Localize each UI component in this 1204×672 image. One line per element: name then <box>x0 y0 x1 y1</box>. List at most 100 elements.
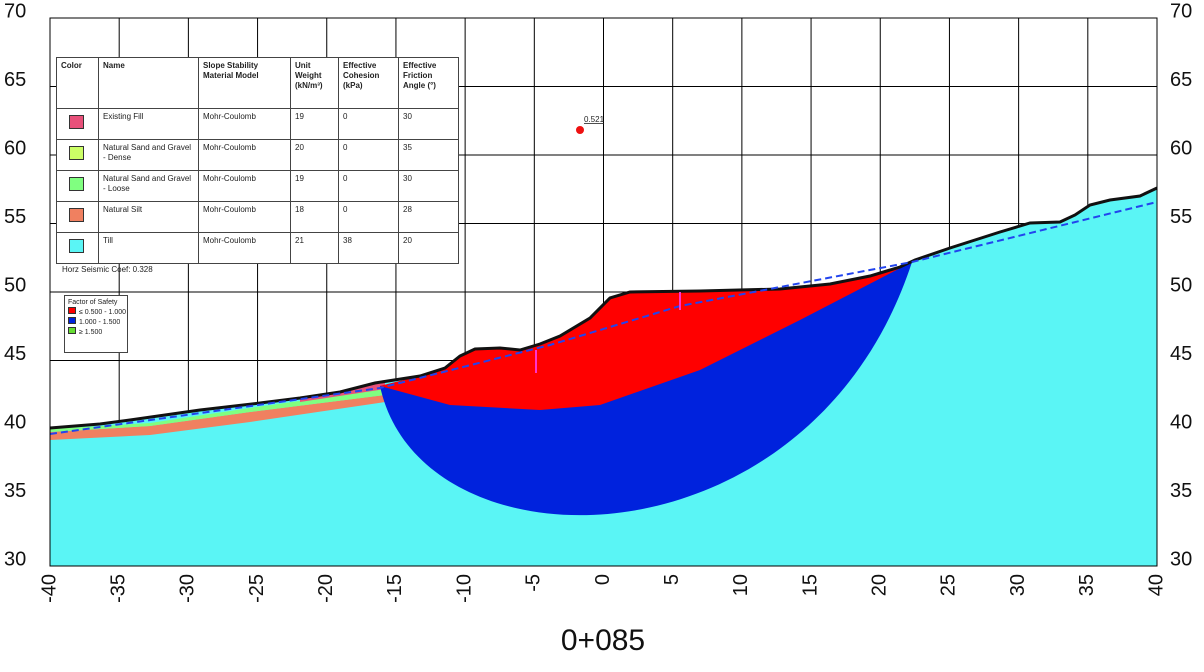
material-model: Mohr-Coulomb <box>198 201 291 233</box>
material-friction: 20 <box>398 232 459 264</box>
loose-gravel-layer <box>50 389 385 432</box>
water-table <box>49 201 1158 435</box>
material-cohesion: 0 <box>338 108 399 140</box>
silt-layer <box>50 395 385 440</box>
material-row: Existing Fill Mohr-Coulomb 19 0 30 <box>56 108 459 140</box>
x-tick-label: -25 <box>246 574 268 603</box>
color-swatch <box>69 239 84 253</box>
color-cell <box>56 108 99 140</box>
table-body: Existing Fill Mohr-Coulomb 19 0 30 Natural Sa… <box>56 108 459 264</box>
material-name: Existing Fill <box>98 108 199 140</box>
material-table: Color Name Slope Stability Material Model U… <box>56 57 459 264</box>
y-tick-label-right: 60 <box>1170 137 1192 159</box>
x-tick-label: -40 <box>38 574 60 603</box>
material-model: Mohr-Coulomb <box>198 139 291 171</box>
y-tick-label-right: 50 <box>1170 274 1192 296</box>
material-row: Natural Sand and Gravel - Dense Mohr-Coul… <box>56 139 459 171</box>
material-cohesion: 0 <box>338 201 399 233</box>
x-tick-label: 30 <box>1007 574 1029 596</box>
fos-legend-label: ≥ 1.500 <box>79 329 103 336</box>
fos-legend: Factor of Safety ≤ 0.500 - 1.000 1.000 - … <box>64 295 128 353</box>
fos-legend-title: Factor of Safety <box>68 299 118 306</box>
x-tick-label: 10 <box>730 574 752 596</box>
fos-swatch <box>68 317 76 324</box>
y-tick-label: 60 <box>4 137 26 159</box>
color-cell <box>56 201 99 233</box>
y-tick-label: 65 <box>4 69 26 91</box>
material-friction: 30 <box>398 170 459 202</box>
color-cell <box>56 139 99 171</box>
y-tick-label: 30 <box>4 548 26 570</box>
tick-labels: -40 -35 -30 -25 -20 -15 -10 -5 0 5 10 15 20 25 30 35 403… <box>4 0 1192 603</box>
material-row: Natural Sand and Gravel - Loose Mohr-Coul… <box>56 170 459 202</box>
y-tick-label: 35 <box>4 480 26 502</box>
material-friction: 35 <box>398 139 459 171</box>
table-header: Color Name Slope Stability Material Model U… <box>56 57 459 109</box>
y-tick-label-right: 55 <box>1170 206 1192 228</box>
section-label: 0+085 <box>561 624 645 657</box>
material-unit-weight: 20 <box>290 139 339 171</box>
y-tick-label: 45 <box>4 343 26 365</box>
material-unit-weight: 19 <box>290 170 339 202</box>
color-swatch <box>69 146 84 160</box>
slip-center <box>576 126 584 134</box>
material-unit-weight: 19 <box>290 108 339 140</box>
material-row: Till Mohr-Coulomb 21 38 20 <box>56 232 459 264</box>
y-tick-label: 55 <box>4 206 26 228</box>
x-tick-label: 5 <box>661 574 683 585</box>
column-header: Unit Weight (kN/m³) <box>290 57 339 109</box>
material-name: Natural Sand and Gravel - Dense <box>98 139 199 171</box>
column-header: Effective Cohesion (kPa) <box>338 57 399 109</box>
material-model: Mohr-Coulomb <box>198 232 291 264</box>
fos-legend-label: 1.000 - 1.500 <box>79 319 121 326</box>
column-header: Effective Friction Angle (°) <box>398 57 459 109</box>
fos-legend-label: ≤ 0.500 - 1.000 <box>79 309 127 316</box>
material-friction: 30 <box>398 108 459 140</box>
color-swatch <box>69 115 84 129</box>
y-tick-label: 40 <box>4 411 26 433</box>
x-tick-label: -5 <box>523 574 545 592</box>
x-tick-label: 25 <box>938 574 960 596</box>
material-model: Mohr-Coulomb <box>198 108 291 140</box>
column-header: Slope Stability Material Model <box>198 57 291 109</box>
x-tick-label: 20 <box>869 574 891 596</box>
color-swatch <box>69 208 84 222</box>
material-cohesion: 0 <box>338 139 399 171</box>
material-row: Natural Silt Mohr-Coulomb 18 0 28 <box>56 201 459 233</box>
material-name: Natural Silt <box>98 201 199 233</box>
x-tick-label: -20 <box>315 574 337 603</box>
seismic-coefficient: Horz Seismic Coef: 0.328 <box>62 265 153 274</box>
slip-zone-red <box>380 262 912 410</box>
y-tick-label-right: 70 <box>1170 0 1192 22</box>
material-unit-weight: 18 <box>290 201 339 233</box>
y-tick-label: 50 <box>4 274 26 296</box>
x-tick-label: -35 <box>107 574 129 603</box>
color-swatch <box>69 177 84 191</box>
critical-fos-label: 0.521 <box>584 115 605 124</box>
fos-legend-item: ≥ 1.500 <box>68 327 124 337</box>
color-cell <box>56 232 99 264</box>
x-tick-label: -10 <box>453 574 475 603</box>
column-header: Color <box>56 57 99 109</box>
material-cohesion: 38 <box>338 232 399 264</box>
x-tick-label: 35 <box>1076 574 1098 596</box>
fos-legend-item: ≤ 0.500 - 1.000 <box>68 307 127 317</box>
color-cell <box>56 170 99 202</box>
material-unit-weight: 21 <box>290 232 339 264</box>
y-tick-label-right: 45 <box>1170 343 1192 365</box>
plot-border <box>49 17 1158 567</box>
material-friction: 28 <box>398 201 459 233</box>
x-tick-label: 15 <box>799 574 821 596</box>
y-tick-label-right: 30 <box>1170 548 1192 570</box>
x-tick-label: -15 <box>384 574 406 603</box>
material-name: Natural Sand and Gravel - Loose <box>98 170 199 202</box>
y-tick-label-right: 65 <box>1170 69 1192 91</box>
x-tick-label: 0 <box>592 574 614 585</box>
y-tick-label-right: 40 <box>1170 411 1192 433</box>
y-tick-label-right: 35 <box>1170 480 1192 502</box>
fos-swatch <box>68 327 76 334</box>
material-cohesion: 0 <box>338 170 399 202</box>
x-tick-label: -30 <box>177 574 199 603</box>
